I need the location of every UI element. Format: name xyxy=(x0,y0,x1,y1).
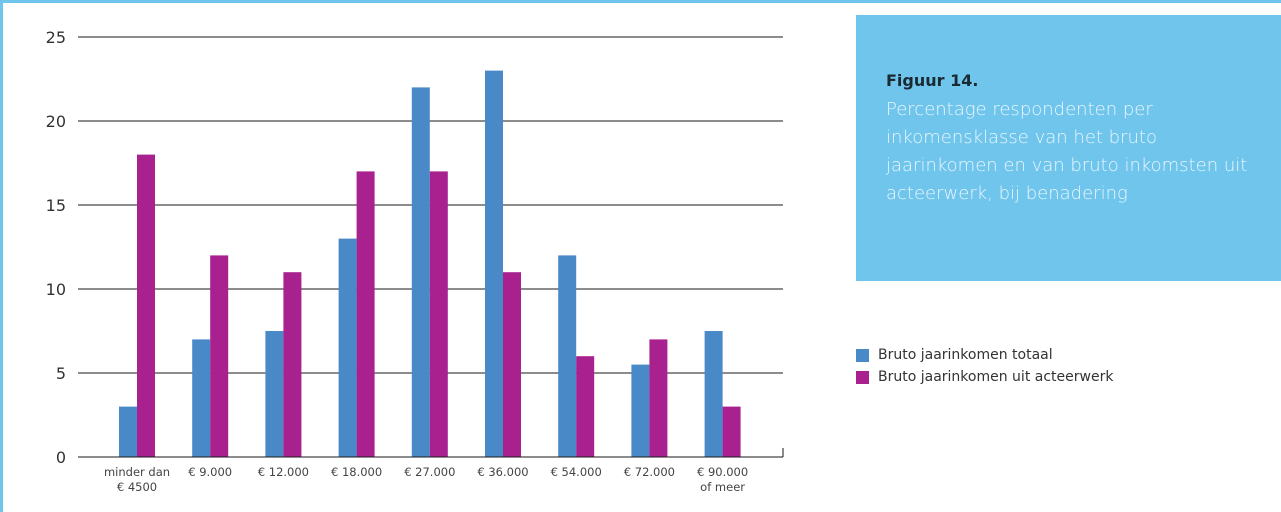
y-tick-label: 15 xyxy=(46,196,66,215)
bar-totaal xyxy=(485,70,503,457)
x-axis-category-labels: minder dan€ 4500 € 9.000 € 12.000 € 18.000 €… xyxy=(104,465,748,494)
x-category-label: € 54.000 xyxy=(551,465,602,479)
x-category-label: € 27.000 xyxy=(404,465,455,479)
bar-totaal xyxy=(704,331,723,457)
legend-label-totaal: Bruto jaarinkomen totaal xyxy=(878,347,1053,363)
legend-label-acteerwerk: Bruto jaarinkomen uit acteerwerk xyxy=(878,369,1114,385)
x-category-label: € 36.000 xyxy=(477,465,528,479)
x-category-label: € 90.000 xyxy=(697,465,748,479)
legend: Bruto jaarinkomen totaal Bruto jaarinkom… xyxy=(856,344,1113,388)
bar-totaal xyxy=(192,339,211,457)
bar-acteerwerk xyxy=(576,356,595,457)
bar-chart: 0 5 10 15 20 25 minder dan€ 4500 € 9.000 € 12.0… xyxy=(46,28,784,494)
x-category-label: € 12.000 xyxy=(258,465,309,479)
bar-totaal xyxy=(119,406,137,457)
bar-acteerwerk xyxy=(722,406,741,457)
bar-acteerwerk xyxy=(503,272,521,457)
caption-text: Percentage respondenten per inkomensklas… xyxy=(886,99,1248,204)
x-category-label: minder dan xyxy=(104,465,170,479)
x-category-label: € 9.000 xyxy=(188,465,232,479)
bar-acteerwerk xyxy=(210,255,229,457)
x-category-label: € 18.000 xyxy=(331,465,382,479)
y-tick-label: 20 xyxy=(46,112,66,131)
x-category-label: € 72.000 xyxy=(624,465,675,479)
bar-totaal xyxy=(558,255,577,457)
legend-swatch-acteerwerk xyxy=(856,370,869,384)
bar-acteerwerk xyxy=(356,171,375,457)
y-tick-label: 0 xyxy=(56,448,66,467)
y-tick-label: 25 xyxy=(46,28,66,47)
bar-acteerwerk xyxy=(283,272,302,457)
x-category-label: € 4500 xyxy=(117,480,157,494)
caption-box: Figuur 14. Percentage respondenten per i… xyxy=(856,15,1281,281)
bar-acteerwerk xyxy=(429,171,448,457)
legend-item-acteerwerk: Bruto jaarinkomen uit acteerwerk xyxy=(856,366,1113,388)
bar-acteerwerk xyxy=(649,339,668,457)
bar-totaal xyxy=(338,238,357,457)
bar-totaal xyxy=(265,331,284,457)
bar-totaal xyxy=(631,364,650,457)
y-axis-tick-labels: 0 5 10 15 20 25 xyxy=(46,28,66,467)
bar-totaal xyxy=(411,87,430,458)
caption-title: Figuur 14. xyxy=(886,71,979,90)
x-category-label: of meer xyxy=(700,480,745,494)
bar-acteerwerk xyxy=(137,154,155,457)
x-axis xyxy=(78,448,784,458)
y-tick-label: 5 xyxy=(56,364,66,383)
bars xyxy=(119,70,741,458)
y-tick-label: 10 xyxy=(46,280,66,299)
legend-swatch-totaal xyxy=(856,348,869,362)
legend-item-totaal: Bruto jaarinkomen totaal xyxy=(856,344,1113,366)
